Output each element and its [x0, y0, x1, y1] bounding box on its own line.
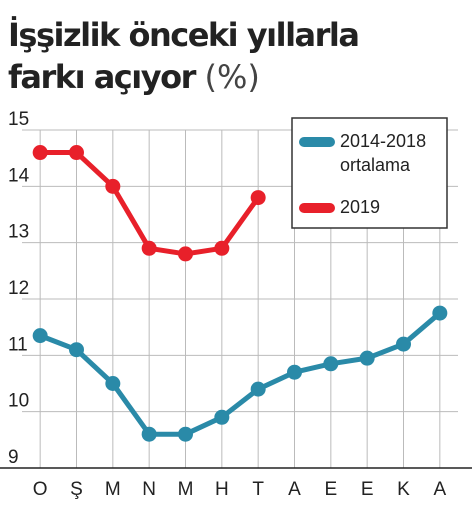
- y-unit: (%): [204, 58, 260, 96]
- point: [214, 240, 230, 256]
- point: [105, 178, 121, 194]
- point: [250, 190, 266, 206]
- x-tick-label: T: [252, 479, 264, 500]
- x-tick-label: A: [288, 479, 301, 500]
- legend-line: ortalama: [340, 155, 411, 175]
- chart-title: İşşizlik önceki yıllarla farkı açıyor: [8, 16, 360, 96]
- point: [141, 240, 157, 256]
- y-tick-label: 9: [8, 447, 19, 468]
- legend-label: 2014-2018 ortalama: [340, 131, 426, 175]
- y-tick-label: 10: [8, 391, 29, 412]
- point: [32, 145, 48, 161]
- point: [69, 145, 84, 161]
- x-tick-label: K: [397, 479, 410, 500]
- point: [178, 426, 193, 442]
- y-tick-label: 11: [8, 334, 28, 355]
- x-tick-label: A: [433, 479, 446, 500]
- legend-label: 2019: [340, 197, 380, 217]
- y-tick-label: 12: [8, 278, 29, 299]
- y-tick-label: 15: [8, 109, 29, 130]
- point: [323, 356, 339, 372]
- point: [32, 328, 48, 344]
- x-tick-label: N: [142, 479, 156, 500]
- x-tick-label: Ş: [70, 479, 83, 500]
- chart-title-block: İşşizlik önceki yıllarla farkı açıyor (%…: [8, 14, 388, 98]
- point: [141, 426, 157, 442]
- x-tick-label: H: [215, 479, 229, 500]
- point: [178, 246, 193, 262]
- point: [432, 305, 448, 321]
- y-tick-label: 13: [8, 222, 29, 243]
- x-tick-label: M: [178, 479, 194, 500]
- legend: 2014-2018 ortalama 2019: [291, 117, 448, 229]
- y-tick-label: 14: [8, 165, 30, 186]
- point: [396, 336, 411, 352]
- point: [359, 350, 375, 366]
- point: [69, 342, 84, 358]
- x-tick-label: E: [324, 479, 337, 500]
- series-line: [39, 311, 442, 437]
- point: [105, 376, 121, 391]
- point: [214, 409, 230, 425]
- point: [287, 364, 302, 380]
- x-tick-label: M: [105, 479, 121, 500]
- point: [250, 381, 266, 397]
- x-tick-label: O: [33, 479, 48, 500]
- x-tick-label: E: [361, 479, 374, 500]
- legend-line: 2014-2018: [340, 131, 426, 151]
